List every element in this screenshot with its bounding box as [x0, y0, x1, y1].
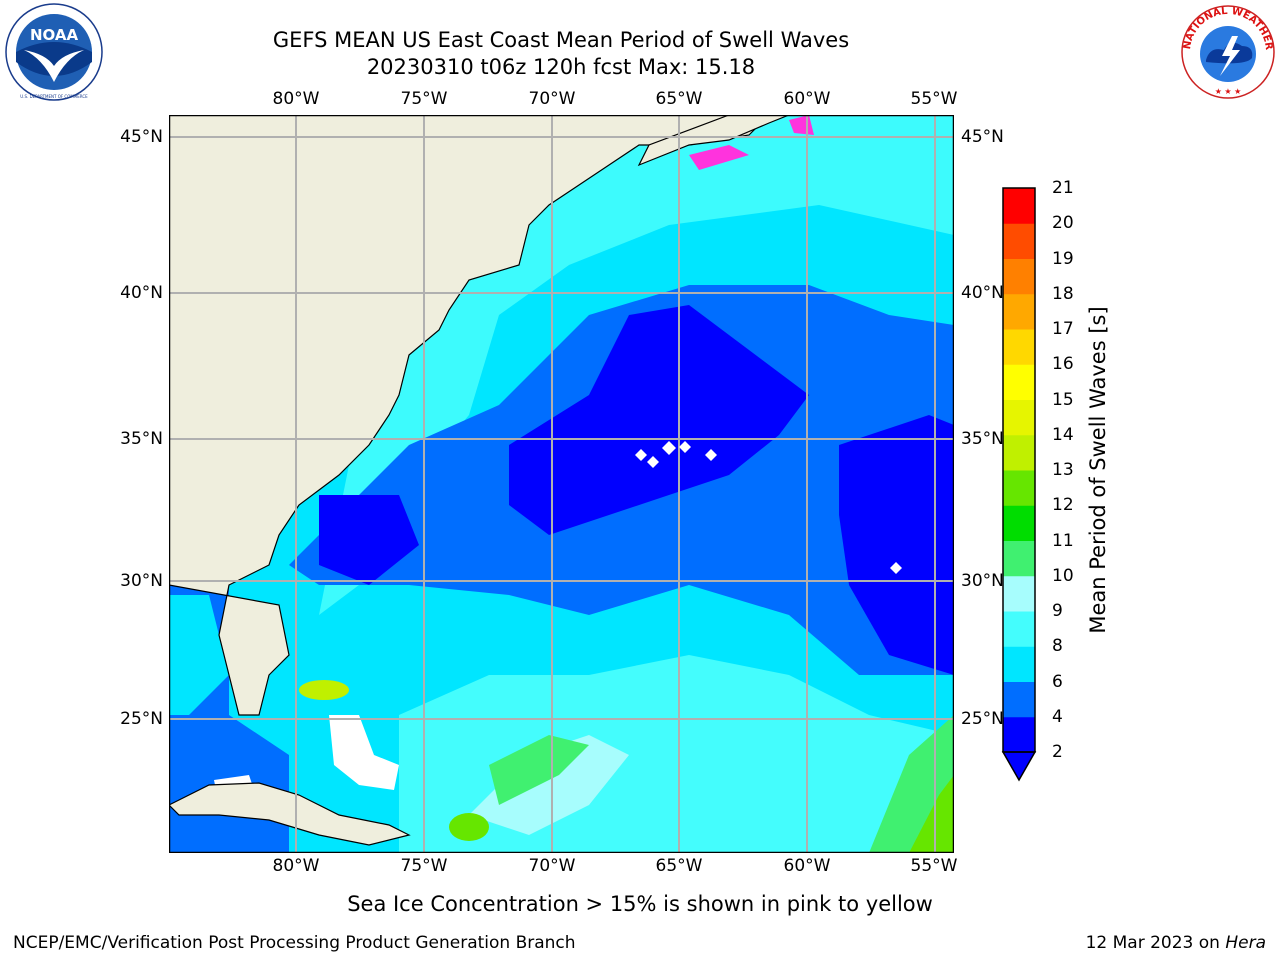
svg-text:U.S. DEPARTMENT OF COMMERCE: U.S. DEPARTMENT OF COMMERCE: [20, 94, 88, 99]
colorbar-tick-label: 14: [1052, 424, 1074, 445]
chart-title: GEFS MEAN US East Coast Mean Period of S…: [272, 28, 850, 52]
colorbar-segment: [1003, 364, 1035, 400]
colorbar-segment: [1003, 575, 1035, 612]
lat-label-left: 40°N: [120, 283, 163, 303]
colorbar-segment: [1003, 293, 1035, 330]
colorbar-tick-label: 19: [1052, 248, 1074, 269]
colorbar-segment: [1003, 188, 1035, 224]
colorbar-tick-label: 2: [1052, 742, 1063, 762]
lat-label-right: 45°N: [961, 127, 1004, 147]
footer-credit: NCEP/EMC/Verification Post Processing Pr…: [13, 933, 576, 953]
lat-label-right: 35°N: [961, 429, 1004, 449]
footer-date-text: 12 Mar 2023 on: [1085, 933, 1226, 953]
colorbar-segment: [1003, 329, 1035, 365]
lat-label-left: 35°N: [120, 429, 163, 449]
graticule: [169, 115, 954, 853]
zone-2s-core: [509, 305, 809, 535]
lat-label-left: 45°N: [120, 127, 163, 147]
colorbar-tick-label: 4: [1052, 706, 1063, 727]
lon-label-bottom: 60°W: [783, 856, 831, 876]
zone-2s-east: [839, 415, 954, 675]
colorbar-tick-label: 13: [1052, 460, 1074, 480]
colorbar-tick-label: 17: [1052, 319, 1074, 339]
colorbar-segment: [1003, 470, 1035, 506]
colorbar-tick-label: 20: [1052, 213, 1074, 234]
colorbar-segment: [1003, 716, 1035, 753]
colorbar-tick-label: 10: [1052, 565, 1074, 586]
lon-label-top: 60°W: [783, 89, 831, 109]
colorbar-tick-label: 9: [1052, 601, 1063, 621]
colorbar-tick-label: 21: [1052, 178, 1074, 198]
colorbar-tick-label: 12: [1052, 495, 1074, 516]
colorbar-title: Mean Period of Swell Waves [s]: [1086, 306, 1110, 634]
lat-label-right: 40°N: [961, 283, 1004, 303]
lon-label-bottom: 65°W: [655, 856, 703, 876]
nws-logo: NATIONAL WEATHER SERVICE ★ ★ ★: [1176, 0, 1275, 99]
colorbar-segment: [1003, 681, 1035, 718]
lon-label-top: 65°W: [655, 89, 703, 109]
sea-ice-note: Sea Ice Concentration > 15% is shown in …: [347, 892, 933, 916]
lon-label-bottom: 70°W: [528, 856, 576, 876]
colorbar-segment: [1003, 223, 1035, 259]
svg-text:★ ★ ★: ★ ★ ★: [1215, 87, 1242, 96]
colorbar-segment: [1003, 611, 1035, 647]
lat-label-right: 25°N: [961, 709, 1004, 729]
colorbar-segment: [1003, 505, 1035, 541]
colorbar-tick-label: 18: [1052, 283, 1074, 304]
colorbar-tick-label: 15: [1052, 389, 1074, 410]
colorbar-segment: [1003, 399, 1035, 436]
colorbar-segment: [1003, 646, 1035, 682]
nova-scotia-land: [637, 115, 790, 167]
us-land: [169, 115, 770, 716]
lon-label-top: 80°W: [272, 89, 320, 109]
lon-label-bottom: 55°W: [910, 856, 958, 876]
colorbar-tick-label: 11: [1052, 530, 1074, 551]
colorbar-tick-label: 8: [1052, 636, 1063, 657]
colorbar: [1001, 187, 1037, 782]
lon-label-bottom: 75°W: [400, 856, 448, 876]
svg-text:NOAA: NOAA: [30, 26, 79, 44]
colorbar-tick-label: 16: [1052, 354, 1074, 375]
lat-label-left: 30°N: [120, 571, 163, 591]
lon-label-top: 75°W: [400, 89, 448, 109]
swell-period-map: [169, 115, 954, 853]
colorbar-tick-label: 6: [1052, 671, 1063, 692]
lat-label-left: 25°N: [120, 709, 163, 729]
noaa-logo: NOAA U.S. DEPARTMENT OF COMMERCE: [5, 3, 103, 101]
colorbar-extend-triangle: [1001, 751, 1037, 782]
cuba-land: [169, 782, 411, 846]
colorbar-segment: [1003, 540, 1035, 577]
footer-host: Hera: [1225, 933, 1266, 953]
colorbar-segment: [1003, 258, 1035, 295]
lon-label-bottom: 80°W: [272, 856, 320, 876]
lon-label-top: 55°W: [910, 89, 958, 109]
colorbar-segment: [1003, 434, 1035, 471]
lat-label-right: 30°N: [961, 571, 1004, 591]
lon-label-top: 70°W: [528, 89, 576, 109]
footer-date: 12 Mar 2023 on Hera: [1086, 933, 1266, 953]
chart-subtitle: 20230310 t06z 120h fcst Max: 15.18: [366, 55, 756, 79]
